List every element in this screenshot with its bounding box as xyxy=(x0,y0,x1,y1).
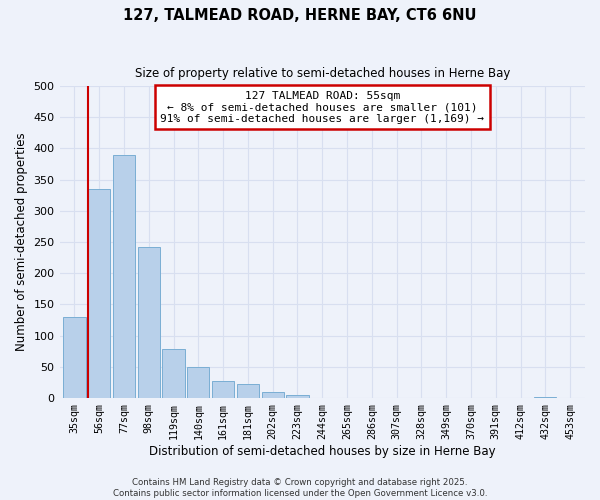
Bar xyxy=(237,384,259,398)
Text: 127 TALMEAD ROAD: 55sqm
← 8% of semi-detached houses are smaller (101)
91% of se: 127 TALMEAD ROAD: 55sqm ← 8% of semi-det… xyxy=(160,90,484,124)
Bar xyxy=(262,392,284,398)
Bar xyxy=(63,317,86,398)
Title: Size of property relative to semi-detached houses in Herne Bay: Size of property relative to semi-detach… xyxy=(134,68,510,80)
Text: Contains HM Land Registry data © Crown copyright and database right 2025.
Contai: Contains HM Land Registry data © Crown c… xyxy=(113,478,487,498)
Bar xyxy=(286,395,308,398)
Bar xyxy=(212,381,234,398)
Bar xyxy=(113,154,135,398)
Bar xyxy=(187,367,209,398)
Bar xyxy=(163,350,185,398)
Text: 127, TALMEAD ROAD, HERNE BAY, CT6 6NU: 127, TALMEAD ROAD, HERNE BAY, CT6 6NU xyxy=(123,8,477,22)
Y-axis label: Number of semi-detached properties: Number of semi-detached properties xyxy=(15,132,28,352)
Bar xyxy=(137,247,160,398)
X-axis label: Distribution of semi-detached houses by size in Herne Bay: Distribution of semi-detached houses by … xyxy=(149,444,496,458)
Bar xyxy=(88,189,110,398)
